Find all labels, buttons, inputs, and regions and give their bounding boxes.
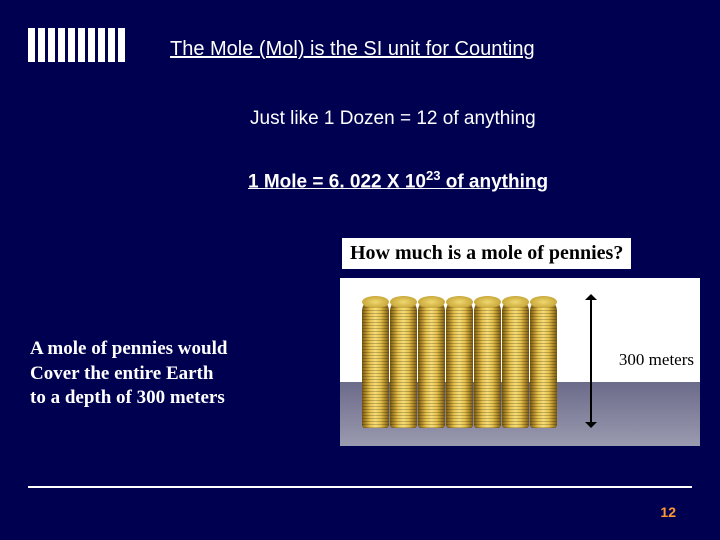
answer-line-3: to a depth of 300 meters	[30, 386, 227, 411]
page-number: 12	[660, 504, 676, 520]
penny-stack-illustration: 300 meters	[340, 278, 700, 446]
answer-line-2: Cover the entire Earth	[30, 362, 227, 387]
mole-def-exponent: 23	[426, 168, 440, 183]
footer-divider	[28, 486, 692, 488]
decor-bars	[28, 28, 125, 62]
mole-def-pre: 1 Mole = 6. 022 X 10	[248, 171, 426, 192]
dimension-label: 300 meters	[619, 350, 694, 370]
answer-text: A mole of pennies would Cover the entire…	[30, 337, 227, 411]
penny-stack	[502, 298, 529, 428]
slide-title: The Mole (Mol) is the SI unit for Counti…	[170, 38, 535, 61]
question-text: How much is a mole of pennies?	[342, 238, 631, 269]
penny-stack	[362, 298, 389, 428]
penny-stack	[446, 298, 473, 428]
penny-stacks	[362, 298, 557, 428]
mole-definition-text: 1 Mole = 6. 022 X 1023 of anything	[248, 168, 548, 193]
dimension-arrow	[590, 296, 592, 426]
penny-stack	[390, 298, 417, 428]
penny-stack	[474, 298, 501, 428]
dozen-analogy-text: Just like 1 Dozen = 12 of anything	[250, 108, 536, 130]
answer-line-1: A mole of pennies would	[30, 337, 227, 362]
mole-def-post: of anything	[440, 171, 548, 192]
penny-stack	[418, 298, 445, 428]
penny-stack	[530, 298, 557, 428]
